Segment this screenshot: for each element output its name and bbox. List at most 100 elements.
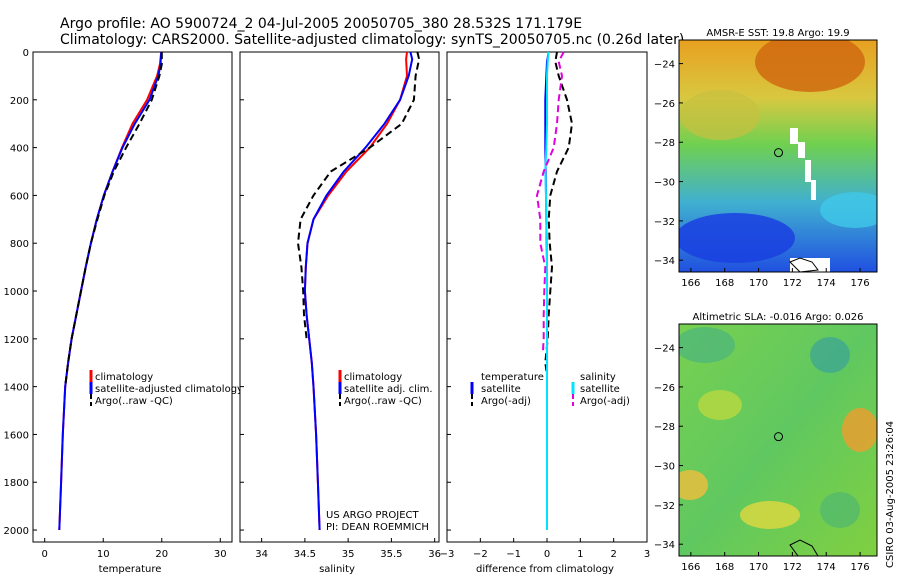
- map-x-tick-label: 170: [749, 562, 768, 573]
- y-tick-label: 400: [10, 144, 29, 155]
- sst-missing-data: [790, 128, 798, 144]
- y-tick-label: 800: [10, 239, 29, 250]
- series-line-salinity-argo2: [535, 51, 565, 351]
- legend-label-satellite: satellite-adjusted climatology: [95, 384, 243, 395]
- x-tick-label: 30: [214, 549, 227, 560]
- map-x-tick-label: 176: [851, 278, 870, 289]
- sla-patch: [698, 390, 742, 420]
- x-tick-label: 34.5: [294, 549, 316, 560]
- map-y-tick-label: −26: [654, 383, 675, 394]
- y-tick-label: 200: [10, 96, 29, 107]
- map-y-tick-label: −24: [654, 60, 675, 71]
- difference-xlabel: difference from climatology: [476, 564, 614, 575]
- y-tick-label: 0: [23, 48, 29, 59]
- y-tick-label: 2000: [4, 526, 29, 537]
- sst-map-panel: AMSR-E SST: 19.8 Argo: 19.9 166 168 170 172…: [654, 28, 878, 289]
- sla-map-title: Altimetric SLA: -0.016 Argo: 0.026: [693, 312, 864, 323]
- legend-label-temp-argo: Argo(-adj): [481, 396, 531, 407]
- project-label: US ARGO PROJECT: [326, 510, 420, 521]
- map-x-tick-label: 170: [749, 278, 768, 289]
- legend-heading-salinity: salinity: [580, 372, 616, 383]
- sla-patch: [679, 327, 735, 363]
- map-y-tick-label: −28: [654, 138, 675, 149]
- x-tick-label: 35: [342, 549, 355, 560]
- difference-legend: temperature satellite Argo(-adj) salinit…: [470, 372, 630, 407]
- salinity-panel: 34 34.5 35 35.5 36 salinity climatology sate…: [239, 51, 441, 575]
- y-tick-label: 1200: [4, 335, 29, 346]
- sla-patch: [842, 408, 877, 452]
- figure-title-line1: Argo profile: AO 5900724_2 04-Jul-2005 2…: [60, 16, 582, 32]
- y-tick-label: 1600: [4, 430, 29, 441]
- map-x-tick-label: 166: [681, 562, 700, 573]
- x-tick-label: 20: [155, 549, 168, 560]
- x-tick-label: 36: [428, 549, 441, 560]
- sst-missing-data: [790, 258, 830, 272]
- sla-patch: [820, 492, 860, 528]
- series-line-sat: [303, 51, 414, 531]
- x-tick-label: −3: [440, 549, 455, 560]
- side-timestamp-label: CSIRO 03-Aug-2005 23:26:04: [885, 421, 896, 568]
- sst-warm-patch: [755, 40, 865, 92]
- y-tick-label: 1800: [4, 478, 29, 489]
- sst-mid-patch: [680, 90, 760, 140]
- legend-label-argo: Argo(..raw -QC): [344, 396, 422, 407]
- sla-patch: [740, 501, 800, 529]
- temperature-panel: 0 10 20 30 0 200 400 600 800 1000 1200 1400 1600 1800…: [4, 48, 243, 575]
- x-tick-label: −2: [473, 549, 488, 560]
- x-tick-label: 2: [610, 549, 616, 560]
- x-tick-label: −1: [506, 549, 521, 560]
- map-y-tick-label: −34: [654, 256, 675, 267]
- x-tick-label: 34: [255, 549, 268, 560]
- series-line-salinity-sat2: [544, 51, 550, 530]
- sla-argo-location-marker: [774, 432, 784, 442]
- legend-label-argo: Argo(..raw -QC): [95, 396, 173, 407]
- map-x-tick-label: 174: [817, 278, 836, 289]
- x-tick-label: 0: [544, 549, 550, 560]
- sla-map-panel: Altimetric SLA: -0.016 Argo: 0.026 166 16…: [654, 312, 878, 573]
- legend-label-sal-argo: Argo(-adj): [580, 396, 630, 407]
- sst-cyan-patch: [820, 192, 877, 228]
- sla-coastline: [789, 539, 819, 556]
- map-y-tick-label: −24: [654, 344, 675, 355]
- map-y-tick-label: −32: [654, 217, 675, 228]
- legend-label-sal-satellite: satellite: [580, 384, 620, 395]
- temperature-xlabel: temperature: [99, 564, 162, 575]
- x-tick-label: 1: [577, 549, 583, 560]
- salinity-legend: climatology satellite adj. clim. Argo(..…: [338, 370, 433, 407]
- map-y-tick-label: −30: [654, 178, 675, 189]
- x-tick-label: 0: [42, 549, 48, 560]
- legend-heading-temperature: temperature: [481, 372, 544, 383]
- y-tick-label: 600: [10, 191, 29, 202]
- legend-label-climatology: climatology: [344, 372, 402, 383]
- sst-missing-data: [811, 180, 816, 200]
- figure-title-line2: Climatology: CARS2000. Satellite-adjuste…: [60, 32, 684, 48]
- map-x-tick-label: 172: [783, 562, 802, 573]
- pi-label: PI: DEAN ROEMMICH: [326, 522, 429, 533]
- map-x-tick-label: 166: [681, 278, 700, 289]
- series-line-temperature-argo: [544, 51, 574, 375]
- y-tick-label: 1000: [4, 287, 29, 298]
- difference-panel: −3 −2 −1 0 1 2 3 difference from climatology t…: [440, 51, 650, 575]
- sst-map-title: AMSR-E SST: 19.8 Argo: 19.9: [706, 28, 849, 39]
- y-tick-label: 1400: [4, 383, 29, 394]
- sla-patch: [810, 337, 850, 373]
- sst-map-axes: [678, 39, 878, 273]
- map-x-tick-label: 172: [783, 278, 802, 289]
- series-line-argo: [296, 51, 421, 339]
- sla-map-axes: [678, 323, 878, 557]
- map-y-tick-label: −34: [654, 540, 675, 551]
- series-line-argo: [64, 52, 163, 387]
- legend-label-climatology: climatology: [95, 372, 153, 383]
- salinity-axes: [239, 51, 440, 543]
- map-x-tick-label: 168: [715, 278, 734, 289]
- salinity-xlabel: salinity: [319, 564, 355, 575]
- sst-argo-location-marker: [774, 148, 784, 158]
- map-y-tick-label: −26: [654, 99, 675, 110]
- x-tick-label: 10: [97, 549, 110, 560]
- sst-coastline: [789, 257, 819, 272]
- temperature-legend: climatology satellite-adjusted climatolo…: [89, 370, 243, 407]
- x-tick-label: 3: [644, 549, 650, 560]
- map-x-tick-label: 176: [851, 562, 870, 573]
- map-y-tick-label: −28: [654, 422, 675, 433]
